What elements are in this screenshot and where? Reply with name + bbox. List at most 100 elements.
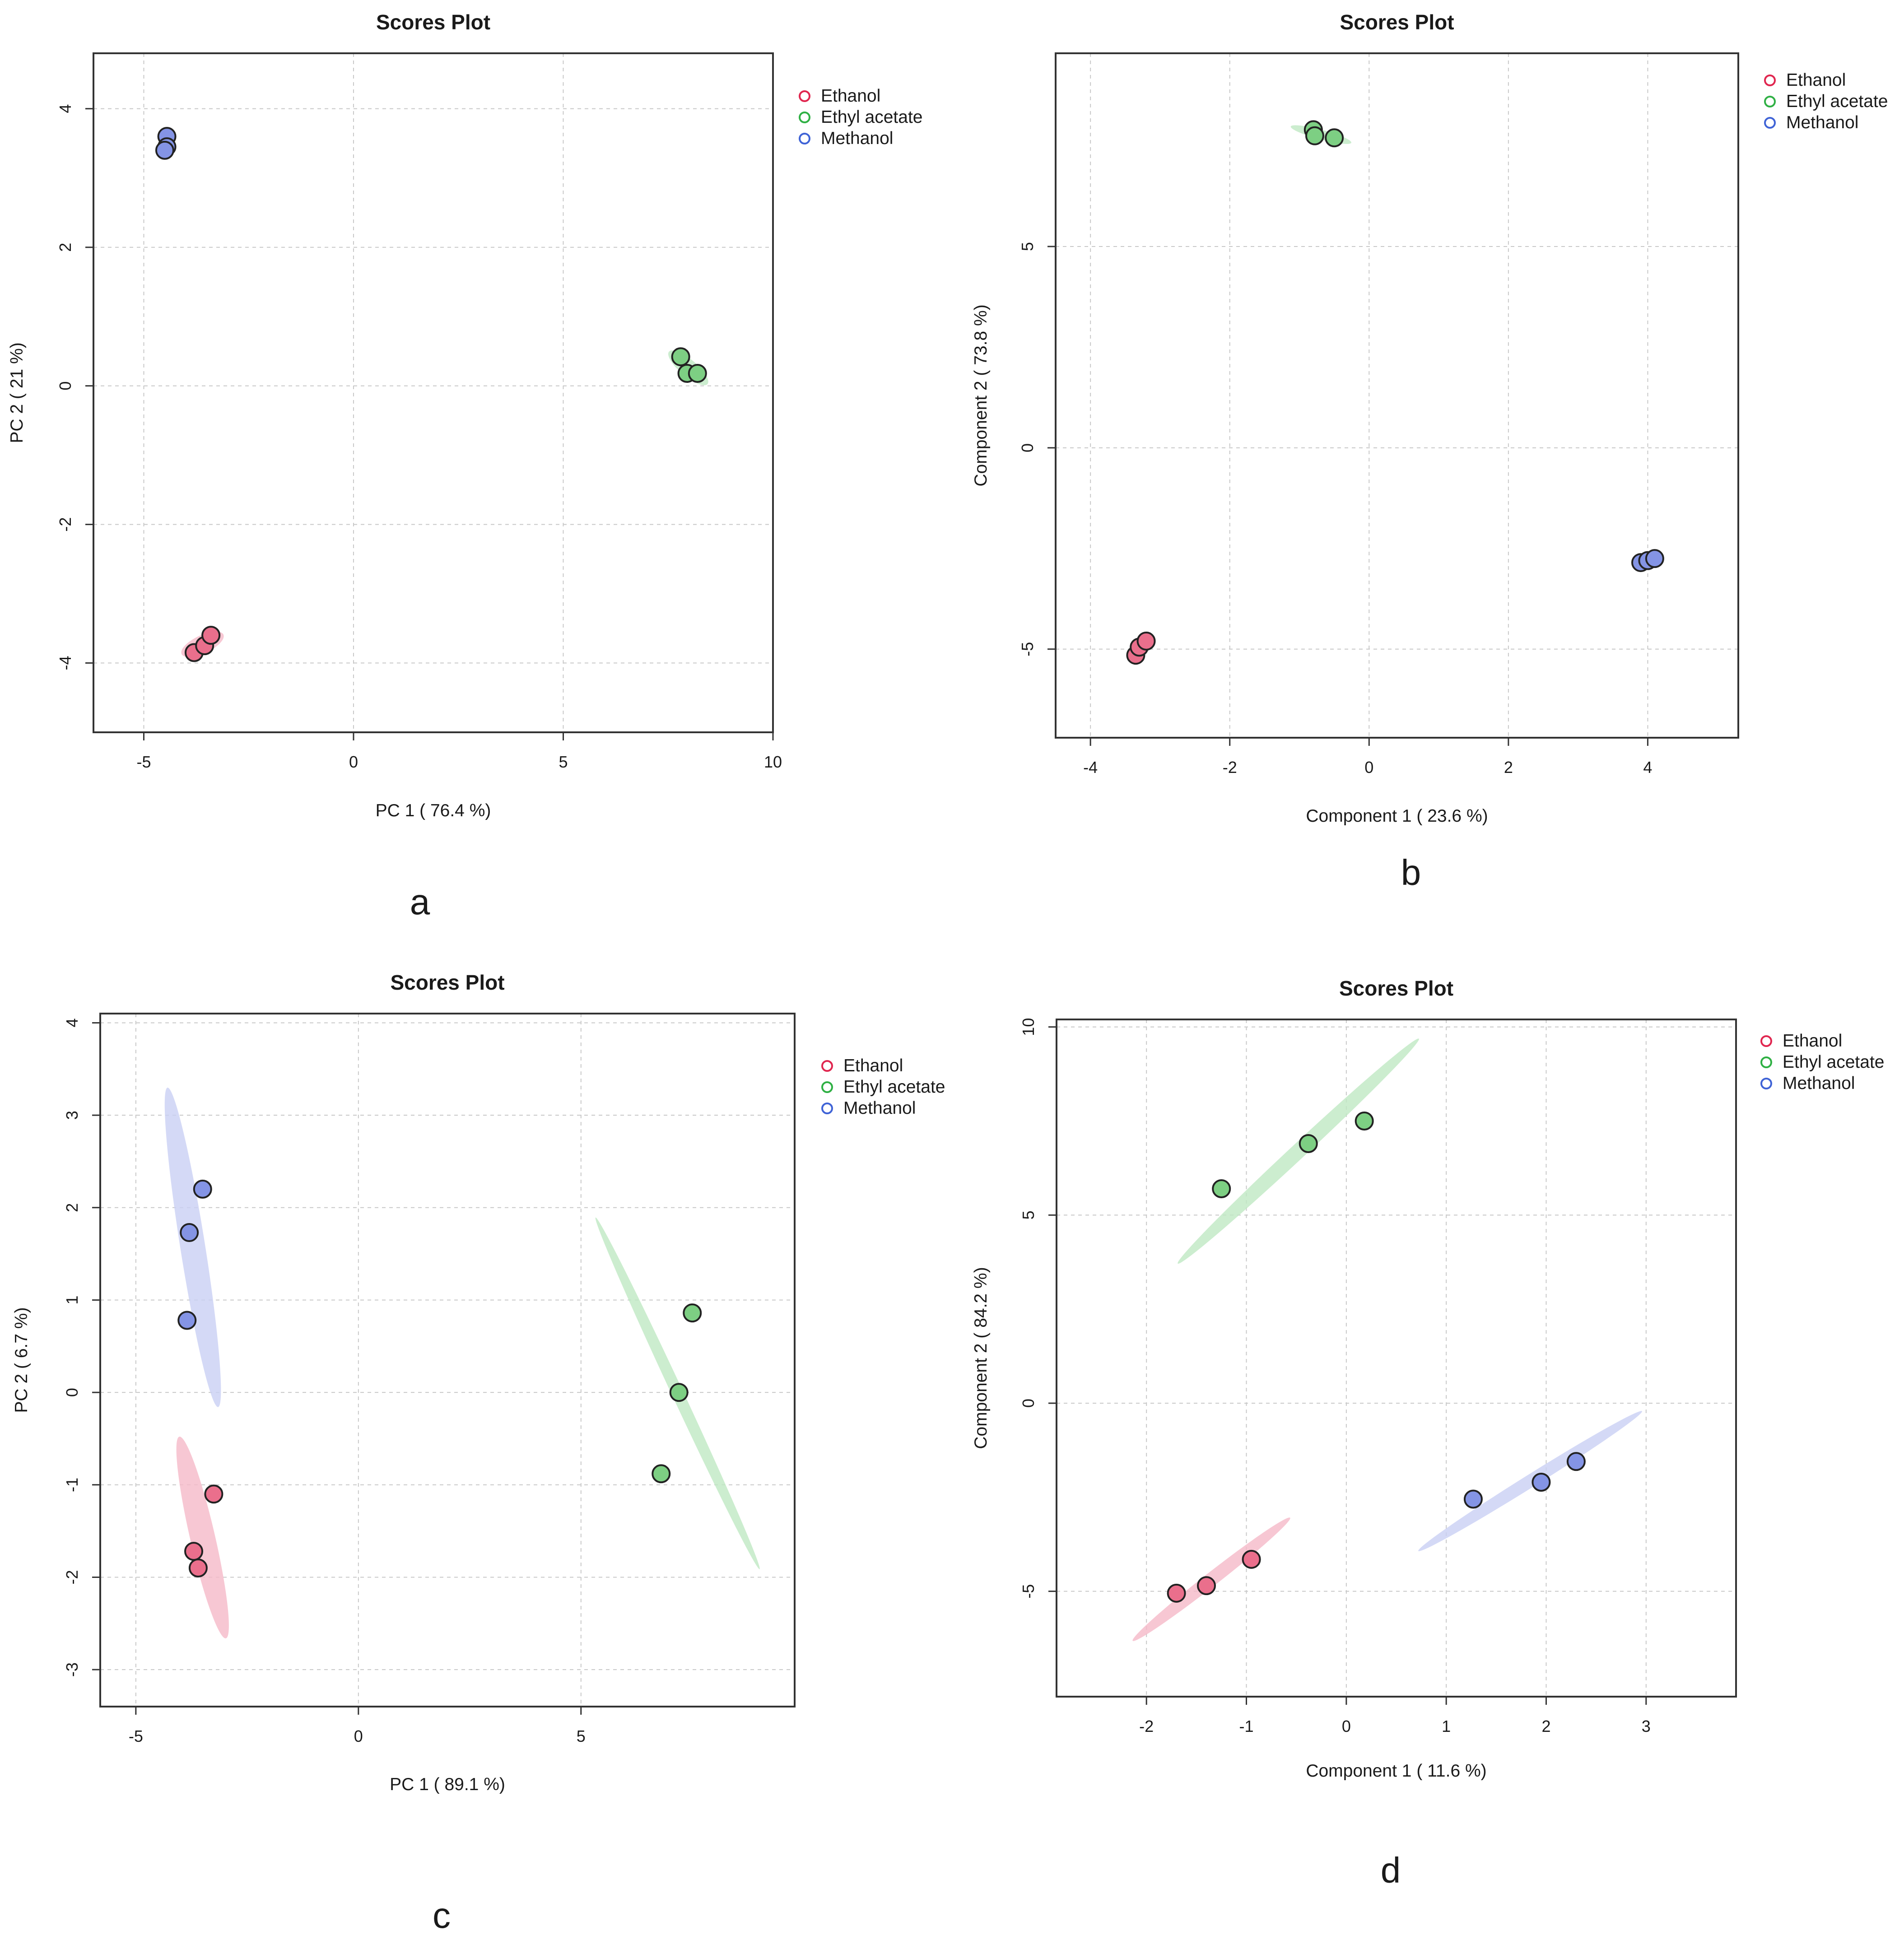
y-axis-label: Component 2 ( 73.8 %) [971,304,991,486]
point-methanol [155,140,174,160]
point-ethanol [1196,1576,1216,1596]
x-axis-label: PC 1 ( 89.1 %) [390,1775,505,1794]
x-axis-label: Component 1 ( 11.6 %) [1306,1761,1486,1781]
point-methanol [1463,1489,1483,1509]
ellipse-methanol [1418,1411,1642,1551]
chart-panel-d: -2 -1 0 1 2 3 -5 0 5 10 Scores Plot Component 1 ( 1… [971,977,1884,1890]
chart-title: Scores Plot [390,971,504,994]
chart-title: Scores Plot [376,10,490,34]
y-tick-label: -2 [56,517,74,532]
point-ethanol [204,1484,223,1504]
point-ethanol [1167,1583,1186,1603]
point-ethyl-acetate [1325,128,1344,148]
y-tick-label: 10 [1019,1018,1038,1036]
x-tick-label: 3 [1642,1717,1651,1735]
x-tick-label: 2 [1541,1717,1550,1735]
y-tick-label: -3 [63,1662,81,1677]
x-tick-label: -2 [1223,758,1237,777]
legend-marker [799,90,810,102]
panel-letter: b [1401,852,1421,893]
point-methanol [193,1179,212,1199]
y-tick-label: 3 [63,1111,81,1120]
y-tick-label: 1 [63,1295,81,1304]
legend-marker [821,1103,833,1114]
legend-marker [1764,117,1776,129]
legend-label: Ethanol [1786,70,1846,90]
point-ethyl-acetate [1212,1179,1231,1198]
x-axis-label: Component 1 ( 23.6 %) [1306,806,1488,826]
ellipse-ethyl-acetate [1178,1038,1419,1264]
point-ethanol [1136,631,1156,651]
legend-label: Methanol [821,129,893,148]
legend-marker [821,1060,833,1072]
ellipse-ethanol [176,1437,229,1638]
plot-frame [1055,52,1739,739]
point-ethanol [1242,1549,1261,1569]
point-ethanol [184,1542,204,1561]
y-tick-label: 5 [1018,242,1037,251]
point-methanol [1532,1473,1551,1492]
y-axis-label: PC 2 ( 6.7 %) [12,1307,31,1413]
legend-marker [821,1081,833,1093]
point-methanol [1566,1452,1586,1471]
x-tick-label: -5 [129,1727,143,1745]
legend-marker [1760,1078,1772,1089]
point-ethyl-acetate [1355,1112,1374,1131]
legend-label: Ethyl acetate [1783,1052,1884,1072]
y-tick-label: 2 [56,243,74,252]
x-tick-label: 2 [1504,758,1513,777]
ellipse-methanol [164,1088,221,1407]
legend-marker [1760,1056,1772,1068]
y-axis-label: PC 2 ( 21 %) [7,342,27,443]
legend-label: Ethanol [843,1056,903,1075]
legend-label: Methanol [843,1098,916,1118]
point-ethyl-acetate [671,347,690,367]
legend-label: Ethyl acetate [821,107,922,127]
x-tick-label: 0 [354,1727,363,1745]
panel-letter: c [433,1895,451,1935]
x-tick-label: 0 [1342,1717,1351,1735]
point-ethyl-acetate [652,1464,671,1484]
y-tick-label: -5 [1018,642,1037,656]
legend-marker [1764,96,1776,107]
y-tick-label: -5 [1019,1584,1038,1599]
point-ethyl-acetate [688,364,707,383]
y-tick-label: 2 [63,1203,81,1212]
y-tick-label: 0 [56,381,74,391]
x-tick-label: 10 [764,753,782,771]
point-methanol [177,1311,197,1330]
plot-frame [1056,1019,1737,1698]
legend-label: Methanol [1786,113,1858,132]
legend-marker [1760,1035,1772,1047]
point-ethanol [188,1559,208,1577]
y-tick-label: 5 [1019,1210,1038,1219]
panel-letter: a [410,882,430,922]
point-methanol [1645,549,1664,568]
plot-frame [99,1013,796,1707]
x-tick-label: -2 [1139,1717,1154,1735]
chart-title: Scores Plot [1339,977,1453,1000]
y-tick-label: -2 [63,1570,81,1584]
y-axis-label: Component 2 ( 84.2 %) [971,1267,991,1449]
legend-marker [799,112,810,123]
x-tick-label: 0 [1364,758,1373,777]
x-tick-label: -5 [136,753,151,771]
y-tick-label: 4 [63,1018,81,1027]
chart-panel-b: -4 -2 0 2 4 -5 0 5 Scores Plot Component 1 ( 23.6… [971,10,1888,893]
legend-marker [1764,74,1776,86]
y-tick-label: -4 [56,656,74,670]
x-tick-label: 4 [1643,758,1652,777]
x-tick-label: 0 [349,753,358,771]
x-tick-label: -1 [1239,1717,1254,1735]
y-tick-label: 4 [56,104,74,113]
point-ethanol [201,626,221,645]
x-axis-label: PC 1 ( 76.4 %) [376,801,491,820]
point-ethyl-acetate [1305,126,1324,145]
y-tick-label: -1 [63,1478,81,1492]
legend-label: Ethyl acetate [843,1077,945,1097]
legend-label: Ethyl acetate [1786,92,1888,111]
chart-panel-a: -5 0 5 10 -4 -2 0 2 4 Scores Plot PC 1 ( 76.4 %) PC… [7,10,922,922]
